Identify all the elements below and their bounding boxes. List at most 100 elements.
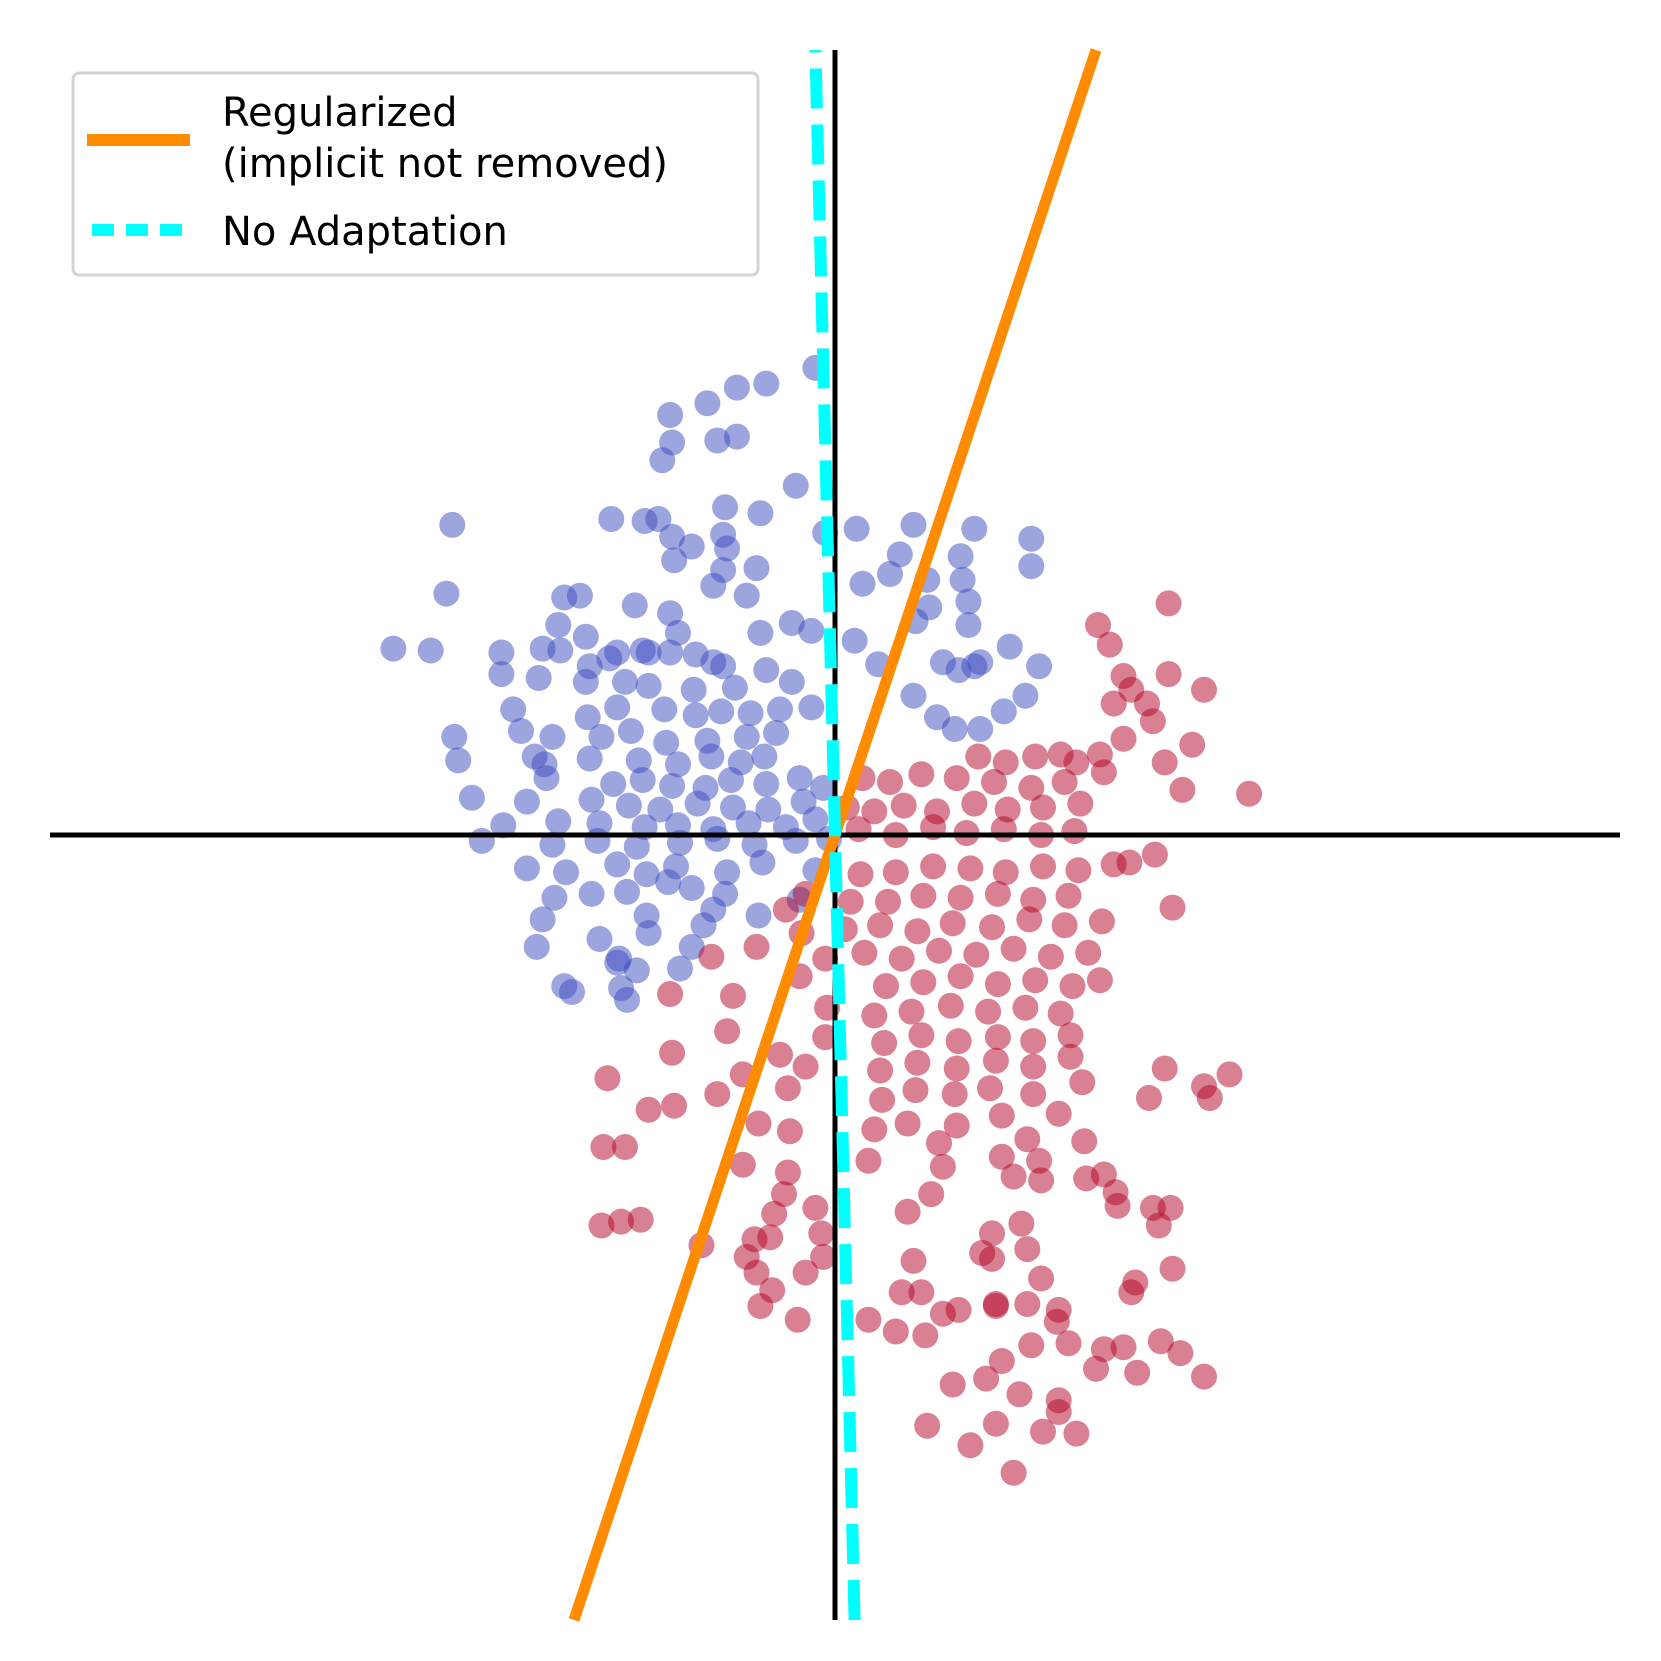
- blue-class-point: [458, 784, 485, 811]
- blue-class-point: [694, 390, 721, 417]
- red-class-point: [908, 761, 935, 788]
- red-class-point: [1014, 1291, 1041, 1317]
- red-class-point: [1159, 1255, 1186, 1282]
- red-class-point: [888, 1279, 915, 1306]
- red-class-point: [1157, 1194, 1184, 1221]
- blue-class-point: [682, 702, 709, 729]
- red-class-point: [894, 1110, 921, 1137]
- red-class-point: [1030, 853, 1056, 880]
- red-class-point: [837, 888, 864, 915]
- blue-class-point: [500, 696, 527, 723]
- red-class-point: [1055, 882, 1082, 909]
- red-class-point: [873, 973, 899, 1000]
- red-class-point: [1016, 906, 1043, 933]
- blue-class-point: [490, 812, 517, 839]
- red-class-point: [975, 998, 1002, 1025]
- blue-class-point: [841, 627, 868, 654]
- blue-class-point: [723, 423, 750, 450]
- blue-class-point: [747, 500, 774, 527]
- blue-class-point: [647, 796, 674, 823]
- red-class-point: [988, 1348, 1015, 1374]
- blue-class-point: [508, 718, 534, 744]
- blue-class-point: [665, 619, 691, 646]
- blue-class-point: [513, 855, 540, 882]
- red-class-point: [1100, 851, 1127, 878]
- red-class-point: [698, 943, 725, 970]
- red-class-point: [981, 769, 1007, 795]
- blue-class-point: [574, 704, 601, 731]
- blue-class-point: [678, 933, 705, 960]
- red-class-point: [1061, 818, 1088, 845]
- red-class-point: [1136, 1085, 1162, 1111]
- blue-class-point: [810, 774, 837, 801]
- blue-class-point: [680, 676, 707, 703]
- red-class-point: [1018, 1332, 1045, 1359]
- blue-class-point: [659, 772, 686, 799]
- red-class-point: [1000, 935, 1027, 962]
- blue-class-point: [657, 402, 684, 428]
- blue-class-point: [916, 594, 943, 621]
- red-class-point: [1075, 939, 1102, 966]
- no-adaptation-line: [809, 49, 861, 1621]
- blue-class-point: [710, 653, 737, 680]
- red-class-point: [1141, 841, 1168, 868]
- red-class-point: [1067, 790, 1094, 817]
- blue-class-point: [747, 619, 774, 646]
- blue-class-point: [718, 767, 744, 793]
- blue-class-point: [782, 827, 809, 854]
- blue-class-point: [513, 788, 540, 815]
- red-class-point: [1083, 1355, 1109, 1382]
- blue-class-point: [1018, 525, 1045, 552]
- red-class-point: [926, 1130, 952, 1157]
- red-class-point: [943, 765, 970, 792]
- blue-class-point: [763, 720, 790, 746]
- blue-class-point: [802, 806, 829, 833]
- red-class-point: [939, 1371, 966, 1398]
- blue-class-point: [733, 582, 760, 609]
- blue-class-point: [572, 668, 599, 695]
- red-class-point: [992, 749, 1019, 776]
- red-class-point: [943, 1055, 970, 1082]
- red-class-point: [1014, 1236, 1041, 1263]
- red-class-point: [982, 1047, 1009, 1074]
- red-class-point: [965, 743, 992, 770]
- blue-class-point: [553, 859, 580, 886]
- red-class-point: [851, 939, 878, 966]
- blue-class-point: [653, 729, 680, 756]
- red-class-point: [990, 816, 1017, 843]
- red-class-point: [1014, 1126, 1041, 1153]
- red-class-point: [594, 1065, 621, 1092]
- blue-class-point: [955, 612, 982, 638]
- red-class-point: [1051, 769, 1078, 795]
- blue-class-point: [629, 767, 656, 793]
- blue-class-point: [566, 582, 593, 609]
- red-class-point: [1196, 1085, 1223, 1111]
- red-class-point: [882, 1318, 909, 1345]
- blue-class-point: [678, 875, 705, 901]
- blue-class-point: [584, 827, 611, 854]
- red-class-point: [861, 1116, 888, 1143]
- blue-class-point: [547, 637, 574, 664]
- blue-class-point: [621, 592, 648, 619]
- red-class-point: [590, 1134, 617, 1160]
- red-class-point: [1045, 1100, 1072, 1127]
- red-class-point: [945, 1028, 972, 1055]
- red-class-point: [1124, 1359, 1151, 1386]
- red-class-point: [1000, 1163, 1027, 1190]
- red-class-point: [1139, 708, 1166, 735]
- blue-class-point: [657, 600, 684, 627]
- blue-class-point: [945, 657, 972, 684]
- blue-class-point: [767, 696, 793, 723]
- blue-class-point: [710, 521, 737, 548]
- red-class-point: [1047, 1000, 1074, 1027]
- red-class-point: [918, 1181, 945, 1208]
- red-class-point: [1110, 725, 1137, 752]
- red-class-point: [1028, 1167, 1055, 1194]
- red-class-point: [1090, 1336, 1117, 1363]
- red-class-point: [1012, 994, 1039, 1021]
- red-class-point: [867, 912, 894, 939]
- red-class-point: [988, 1143, 1015, 1170]
- red-class-point: [941, 1081, 968, 1108]
- red-class-point: [1090, 759, 1117, 786]
- red-class-point: [661, 1092, 688, 1119]
